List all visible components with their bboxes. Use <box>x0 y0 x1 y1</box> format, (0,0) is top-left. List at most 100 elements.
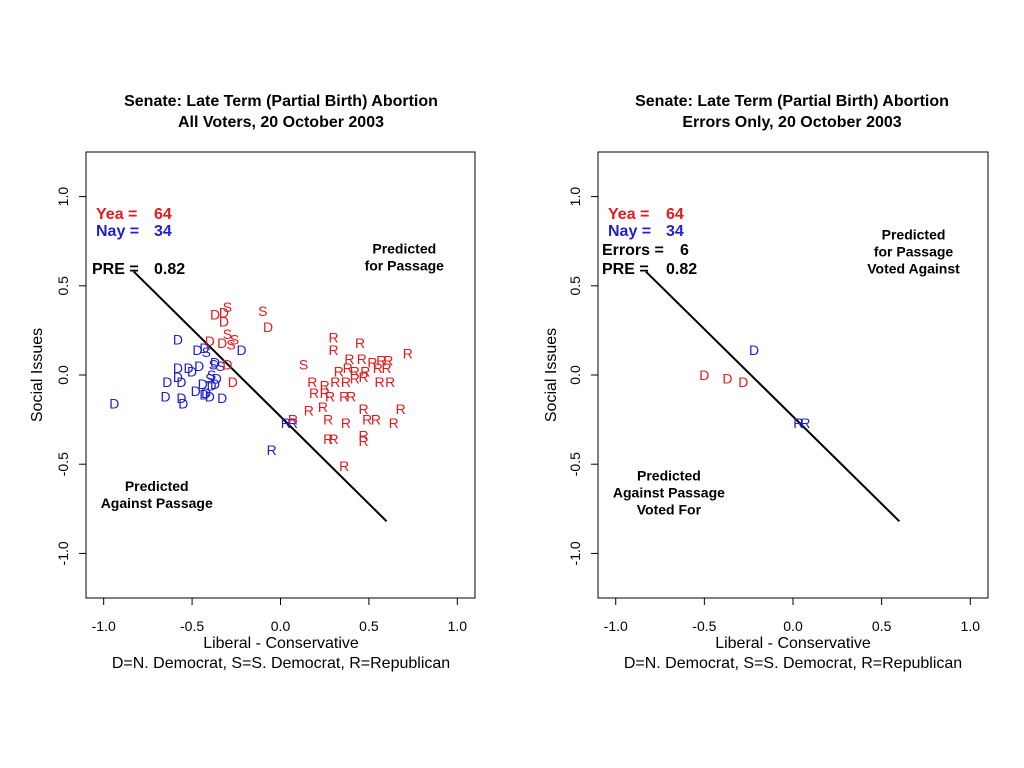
legend-label: Yea = <box>608 206 649 223</box>
data-point: R <box>350 363 360 379</box>
data-point: R <box>323 431 333 447</box>
data-point: S <box>223 326 232 342</box>
cutting-line <box>133 270 388 522</box>
data-point: D <box>205 333 215 349</box>
y-tick-label: -0.5 <box>567 452 583 476</box>
data-point: R <box>328 431 338 447</box>
legend-value: 0.82 <box>154 261 185 278</box>
chart-title: Senate: Late Term (Partial Birth) Aborti… <box>124 93 438 110</box>
data-point: D <box>173 369 183 385</box>
annotation-line: for Passage <box>365 258 445 274</box>
data-point: D <box>237 342 247 358</box>
data-point: R <box>376 353 386 369</box>
data-point: R <box>341 374 351 390</box>
data-point: D <box>205 388 215 404</box>
annotation-line: Against Passage <box>101 495 213 511</box>
legend-value: 34 <box>154 223 172 240</box>
data-point: R <box>339 458 349 474</box>
data-point: R <box>281 415 291 431</box>
data-point: R <box>359 433 369 449</box>
data-point: R <box>359 428 369 444</box>
data-point: D <box>191 383 201 399</box>
legend-label: Nay = <box>96 223 139 240</box>
data-point: D <box>176 374 186 390</box>
data-point: R <box>344 351 354 367</box>
data-point: R <box>328 330 338 346</box>
legend-item: Nay = 34 <box>96 223 172 240</box>
x-tick-label: 0.0 <box>783 618 803 634</box>
data-point: R <box>341 415 351 431</box>
y-tick-label: 0.0 <box>55 365 71 385</box>
data-point: D <box>199 340 209 356</box>
y-tick-label: 1.0 <box>567 187 583 207</box>
x-tick-label: 1.0 <box>448 618 468 634</box>
annotation-line: for Passage <box>874 243 954 259</box>
y-tick-label: 1.0 <box>55 187 71 207</box>
x-tick-label: 0.5 <box>359 618 379 634</box>
x-axis: -1.0 -0.5 0.0 0.5 1.0 <box>604 598 981 634</box>
x-tick-label: 1.0 <box>961 618 981 634</box>
data-point: R <box>374 374 384 390</box>
data-point: D <box>187 363 197 379</box>
y-tick-label: 0.5 <box>55 276 71 296</box>
x-tick-label: -0.5 <box>692 618 716 634</box>
data-point: R <box>373 360 383 376</box>
legend-item: PRE = 0.82 <box>602 261 697 278</box>
cutting-line-segment <box>133 270 388 522</box>
chart-subtitle: Errors Only, 20 October 2003 <box>682 114 901 131</box>
data-point: D <box>749 342 759 358</box>
legend-label: Yea = <box>96 206 137 223</box>
data-point: R <box>371 412 381 428</box>
annotation-line: Predicted <box>637 467 701 483</box>
annotation-line: Predicted <box>125 478 189 494</box>
data-point: D <box>161 388 171 404</box>
legend-label: PRE = <box>92 261 139 278</box>
data-point: R <box>403 346 413 362</box>
cutting-line-segment <box>645 270 901 523</box>
data-point: R <box>359 401 369 417</box>
data-point: R <box>304 403 314 419</box>
data-point: R <box>328 342 338 358</box>
data-point: R <box>382 360 392 376</box>
y-axis-label: Social Issues <box>543 328 560 422</box>
legend-value: 64 <box>154 206 172 223</box>
data-point: R <box>323 412 333 428</box>
annotation-line: Against Passage <box>613 484 725 500</box>
annotation-line: Predicted <box>372 241 436 257</box>
y-axis: -1.0 -0.5 0.0 0.5 1.0 <box>55 187 86 565</box>
data-point: D <box>219 305 229 321</box>
data-point: D <box>228 374 238 390</box>
data-point: S <box>209 356 218 372</box>
legend-label: Nay = <box>608 223 651 240</box>
data-point: R <box>320 385 330 401</box>
x-axis-label: Liberal - Conservative <box>715 635 871 652</box>
data-point: R <box>360 363 370 379</box>
panel-all-voters: Senate: Late Term (Partial Birth) Aborti… <box>29 93 476 672</box>
x-tick-label: 0.0 <box>271 618 291 634</box>
data-point: D <box>722 371 732 387</box>
chart-title: Senate: Late Term (Partial Birth) Aborti… <box>635 93 949 110</box>
panel-errors-only: Senate: Late Term (Partial Birth) Aborti… <box>543 93 989 672</box>
x-tick-label: -0.5 <box>180 618 204 634</box>
data-point: R <box>389 415 399 431</box>
annotation-line: Voted For <box>637 501 702 517</box>
data-point: D <box>183 360 193 376</box>
data-point: D <box>176 390 186 406</box>
data-point: R <box>343 360 353 376</box>
data-point: D <box>199 387 209 403</box>
data-point: R <box>357 351 367 367</box>
legend-value: 0.82 <box>666 261 697 278</box>
data-point: D <box>194 358 204 374</box>
legend-item: Yea = 64 <box>608 206 684 223</box>
data-point: S <box>207 367 216 383</box>
data-point: R <box>383 353 393 369</box>
legend-value: 34 <box>666 223 684 240</box>
legend-label: Errors = <box>602 242 664 259</box>
data-point: S <box>299 356 308 372</box>
data-point: D <box>162 374 172 390</box>
